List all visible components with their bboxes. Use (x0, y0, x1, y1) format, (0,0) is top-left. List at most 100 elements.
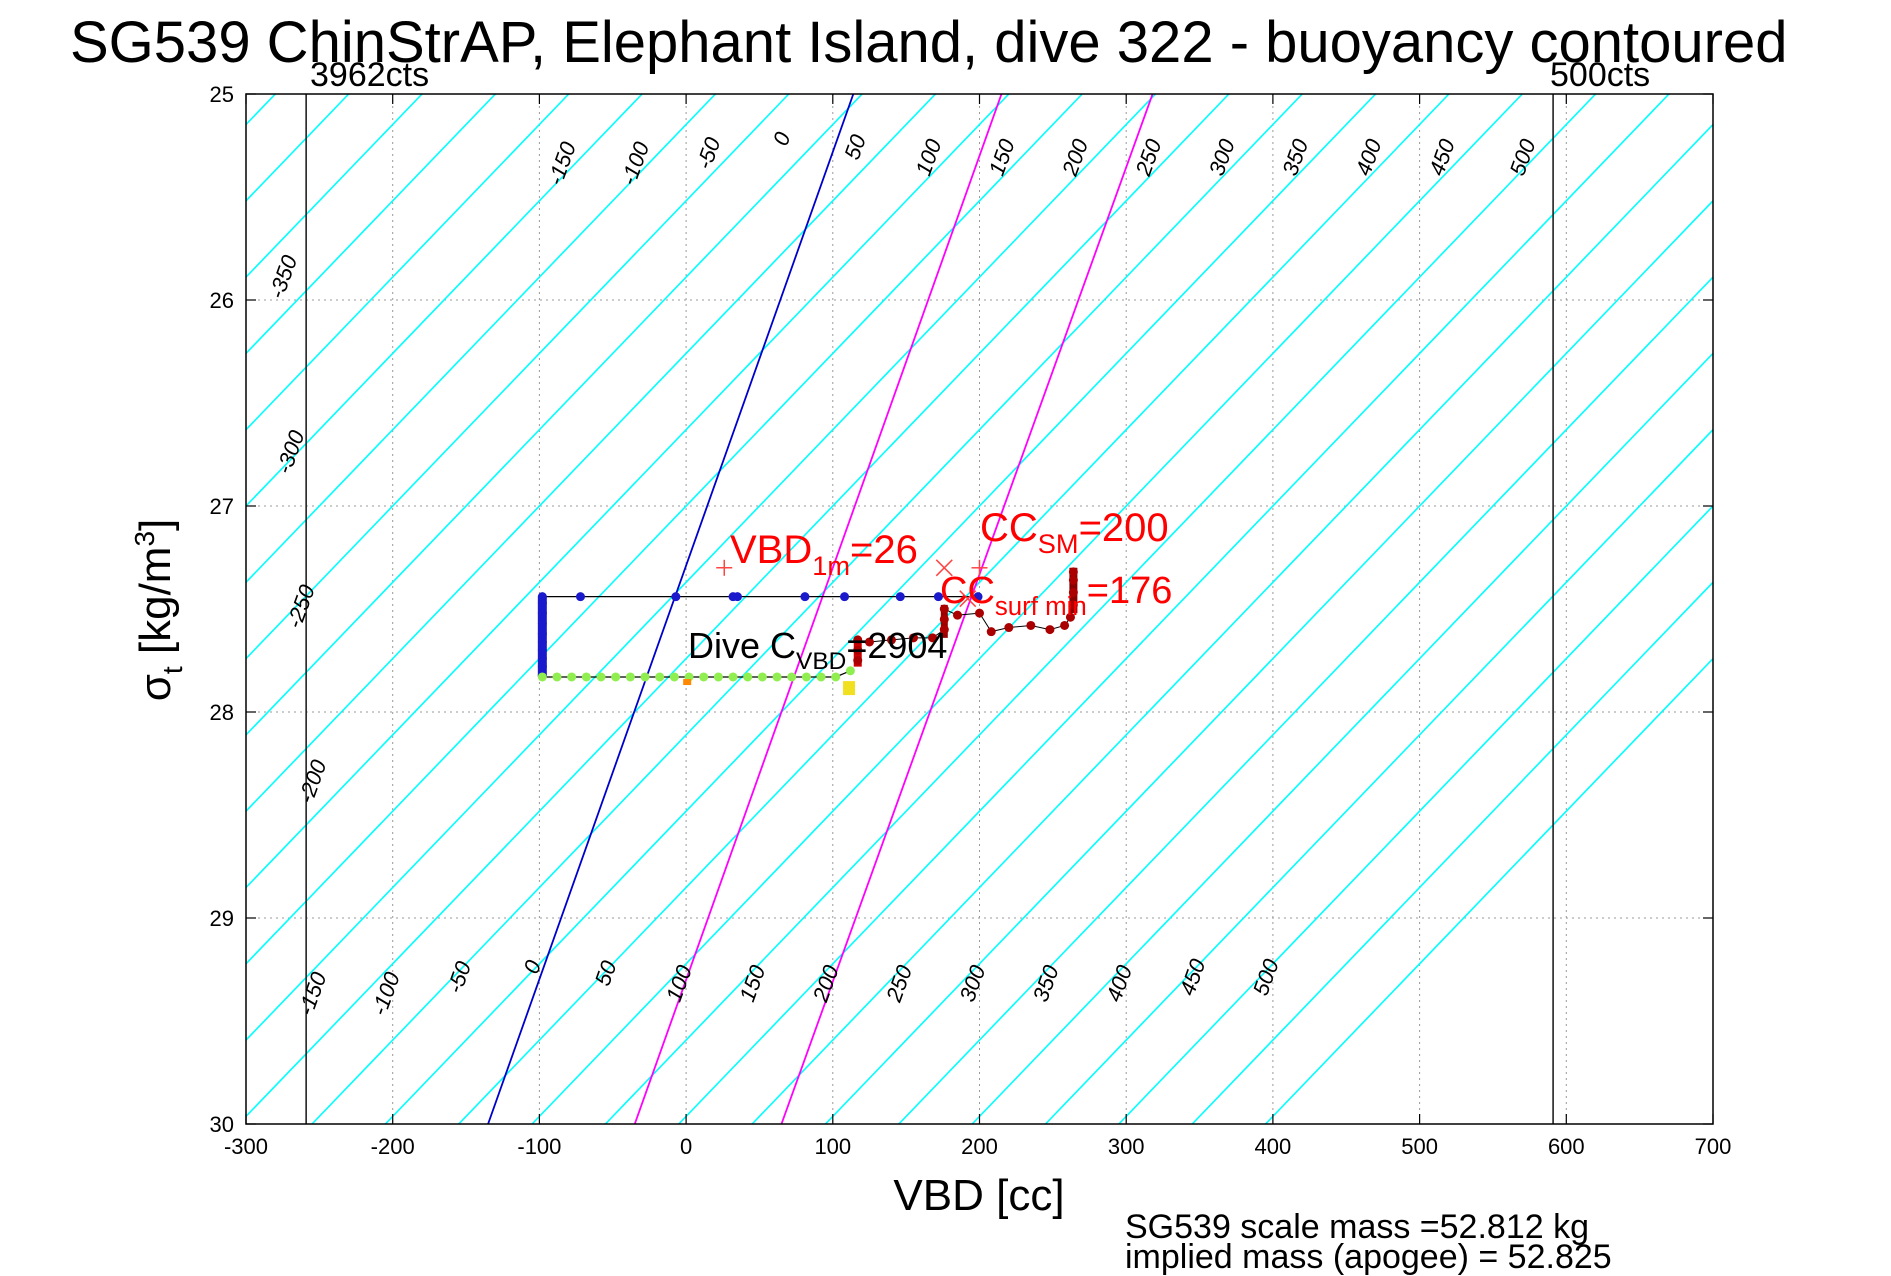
dive-point (537, 653, 547, 663)
climb-point (743, 672, 753, 682)
y-tick-label: 28 (210, 700, 234, 725)
dive-point (933, 592, 943, 602)
annotation-cc-surf-main: CC (940, 570, 995, 612)
y-axis-label: σt [kg/m3] (129, 519, 188, 702)
surface-point (853, 656, 863, 665)
x-tick-label: -200 (371, 1134, 415, 1159)
dive-point (537, 618, 547, 628)
annotation-dive-c-vbd: Dive CVBD=2904 (688, 625, 948, 674)
annotation-cc-surf-min: CCsurf min=176 (940, 570, 1173, 620)
annotation-vbd-1m-value: =26 (850, 528, 918, 572)
annotation-cc-surf-sub: surf min (994, 592, 1087, 621)
neutral-marker (683, 679, 692, 686)
count-label-left: 3962cts (310, 56, 430, 94)
surface-point (952, 610, 962, 620)
annotation-cc-sm-value: =200 (1078, 506, 1169, 550)
climb-point (801, 672, 811, 682)
x-tick-label: -100 (517, 1134, 561, 1159)
climb-point (596, 672, 606, 682)
buoyancy-contour-line (971, 352, 1713, 1124)
x-tick-label: 700 (1695, 1134, 1732, 1159)
buoyancy-contour-line (384, 94, 1377, 1124)
climb-point (772, 672, 782, 682)
x-tick-label: 400 (1255, 1134, 1292, 1159)
implied-mass-text: implied mass (apogee) = 52.825 (1125, 1238, 1612, 1276)
dive-point (973, 592, 983, 602)
buoyancy-contour-line (1264, 657, 1713, 1124)
annotation-dive-c-value: =2904 (846, 625, 948, 666)
annotation-cc-surf-value: =176 (1086, 570, 1173, 612)
annotation-dive-c-sub: VBD (796, 648, 847, 676)
x-tick-label: 200 (961, 1134, 998, 1159)
x-tick-label: 600 (1548, 1134, 1585, 1159)
buoyancy-contour-line (0, 94, 129, 1124)
surface-point (975, 608, 984, 618)
dive-point (537, 608, 547, 618)
x-axis-label: VBD [cc] (893, 1171, 1064, 1220)
marker-x (935, 559, 953, 577)
x-tick-label: 0 (680, 1134, 692, 1159)
count-label-right: 500cts (1550, 56, 1651, 94)
climb-point (567, 672, 577, 682)
buoyancy-contour-line (751, 123, 1713, 1124)
surface-point (1065, 612, 1075, 622)
dive-point (537, 662, 547, 672)
surface-point (1068, 575, 1078, 585)
buoyancy-contour-line (824, 199, 1713, 1124)
dive-point (895, 592, 905, 602)
surface-point (939, 614, 949, 624)
y-tick-label: 26 (210, 288, 234, 313)
surface-point (1060, 620, 1070, 630)
dive-point (840, 592, 850, 602)
climb-point (552, 672, 562, 682)
surface-point (1045, 625, 1055, 635)
dive-point (537, 629, 547, 639)
climb-point (581, 672, 591, 682)
buoyancy-contour-line (246, 94, 1157, 1042)
scale-mass-text: SG539 scale mass =52.812 kg (1125, 1208, 1589, 1246)
climb-point (831, 672, 841, 682)
climb-point (537, 672, 547, 682)
x-tick-label: -300 (224, 1134, 268, 1159)
buoyancy-contour-line (246, 94, 863, 737)
climb-point (787, 672, 797, 682)
buoyancy-contours (0, 94, 1713, 1124)
annotation-vbd-1m-main: VBD (730, 528, 813, 572)
annotation-vbd-1m-sub: 1m (812, 550, 851, 582)
y-tick-label: 29 (210, 906, 234, 931)
apogee-marker (843, 681, 856, 696)
buoyancy-contour-line (1191, 581, 1713, 1124)
buoyancy-contour-line (246, 94, 496, 355)
buoyancy-contour-line (246, 94, 1010, 889)
climb-point (699, 672, 709, 682)
x-tick-label: 300 (1108, 1134, 1145, 1159)
annotation-cc-sm-main: CC (980, 506, 1038, 550)
buoyancy-contour-line (246, 94, 937, 813)
buoyancy-contour-line (458, 94, 1450, 1124)
climb-point (611, 672, 621, 682)
surface-point (864, 637, 874, 647)
climb-point (845, 666, 855, 676)
climb-track-line (542, 670, 851, 678)
x-tick-label: 500 (1401, 1134, 1438, 1159)
axis-ticks: -300 -200 -100 0 100 200 300 400 500 600 700 25 26 27… (210, 82, 1732, 1159)
buoyancy-contour-line (246, 94, 643, 508)
buoyancy-contour-line (246, 94, 1230, 1118)
surface-point (1068, 600, 1078, 610)
dive-point (537, 598, 547, 608)
buoyancy-contour-line (246, 94, 570, 431)
surface-point (1004, 623, 1014, 633)
dive-point (671, 592, 681, 602)
dive-point (732, 592, 742, 602)
surface-point (1026, 620, 1036, 630)
dive-point (537, 645, 547, 655)
buoyancy-contour-line (531, 94, 1523, 1124)
annotation-cc-sm: CCSM=200 (980, 506, 1169, 557)
surface-point (939, 625, 949, 635)
buoyancy-contour-line (246, 94, 1083, 965)
x-tick-label: 100 (814, 1134, 851, 1159)
climb-point (713, 672, 723, 682)
buoyancy-contour-line (1118, 504, 1713, 1124)
y-tick-label: 25 (210, 82, 234, 107)
surface-point (928, 633, 938, 643)
